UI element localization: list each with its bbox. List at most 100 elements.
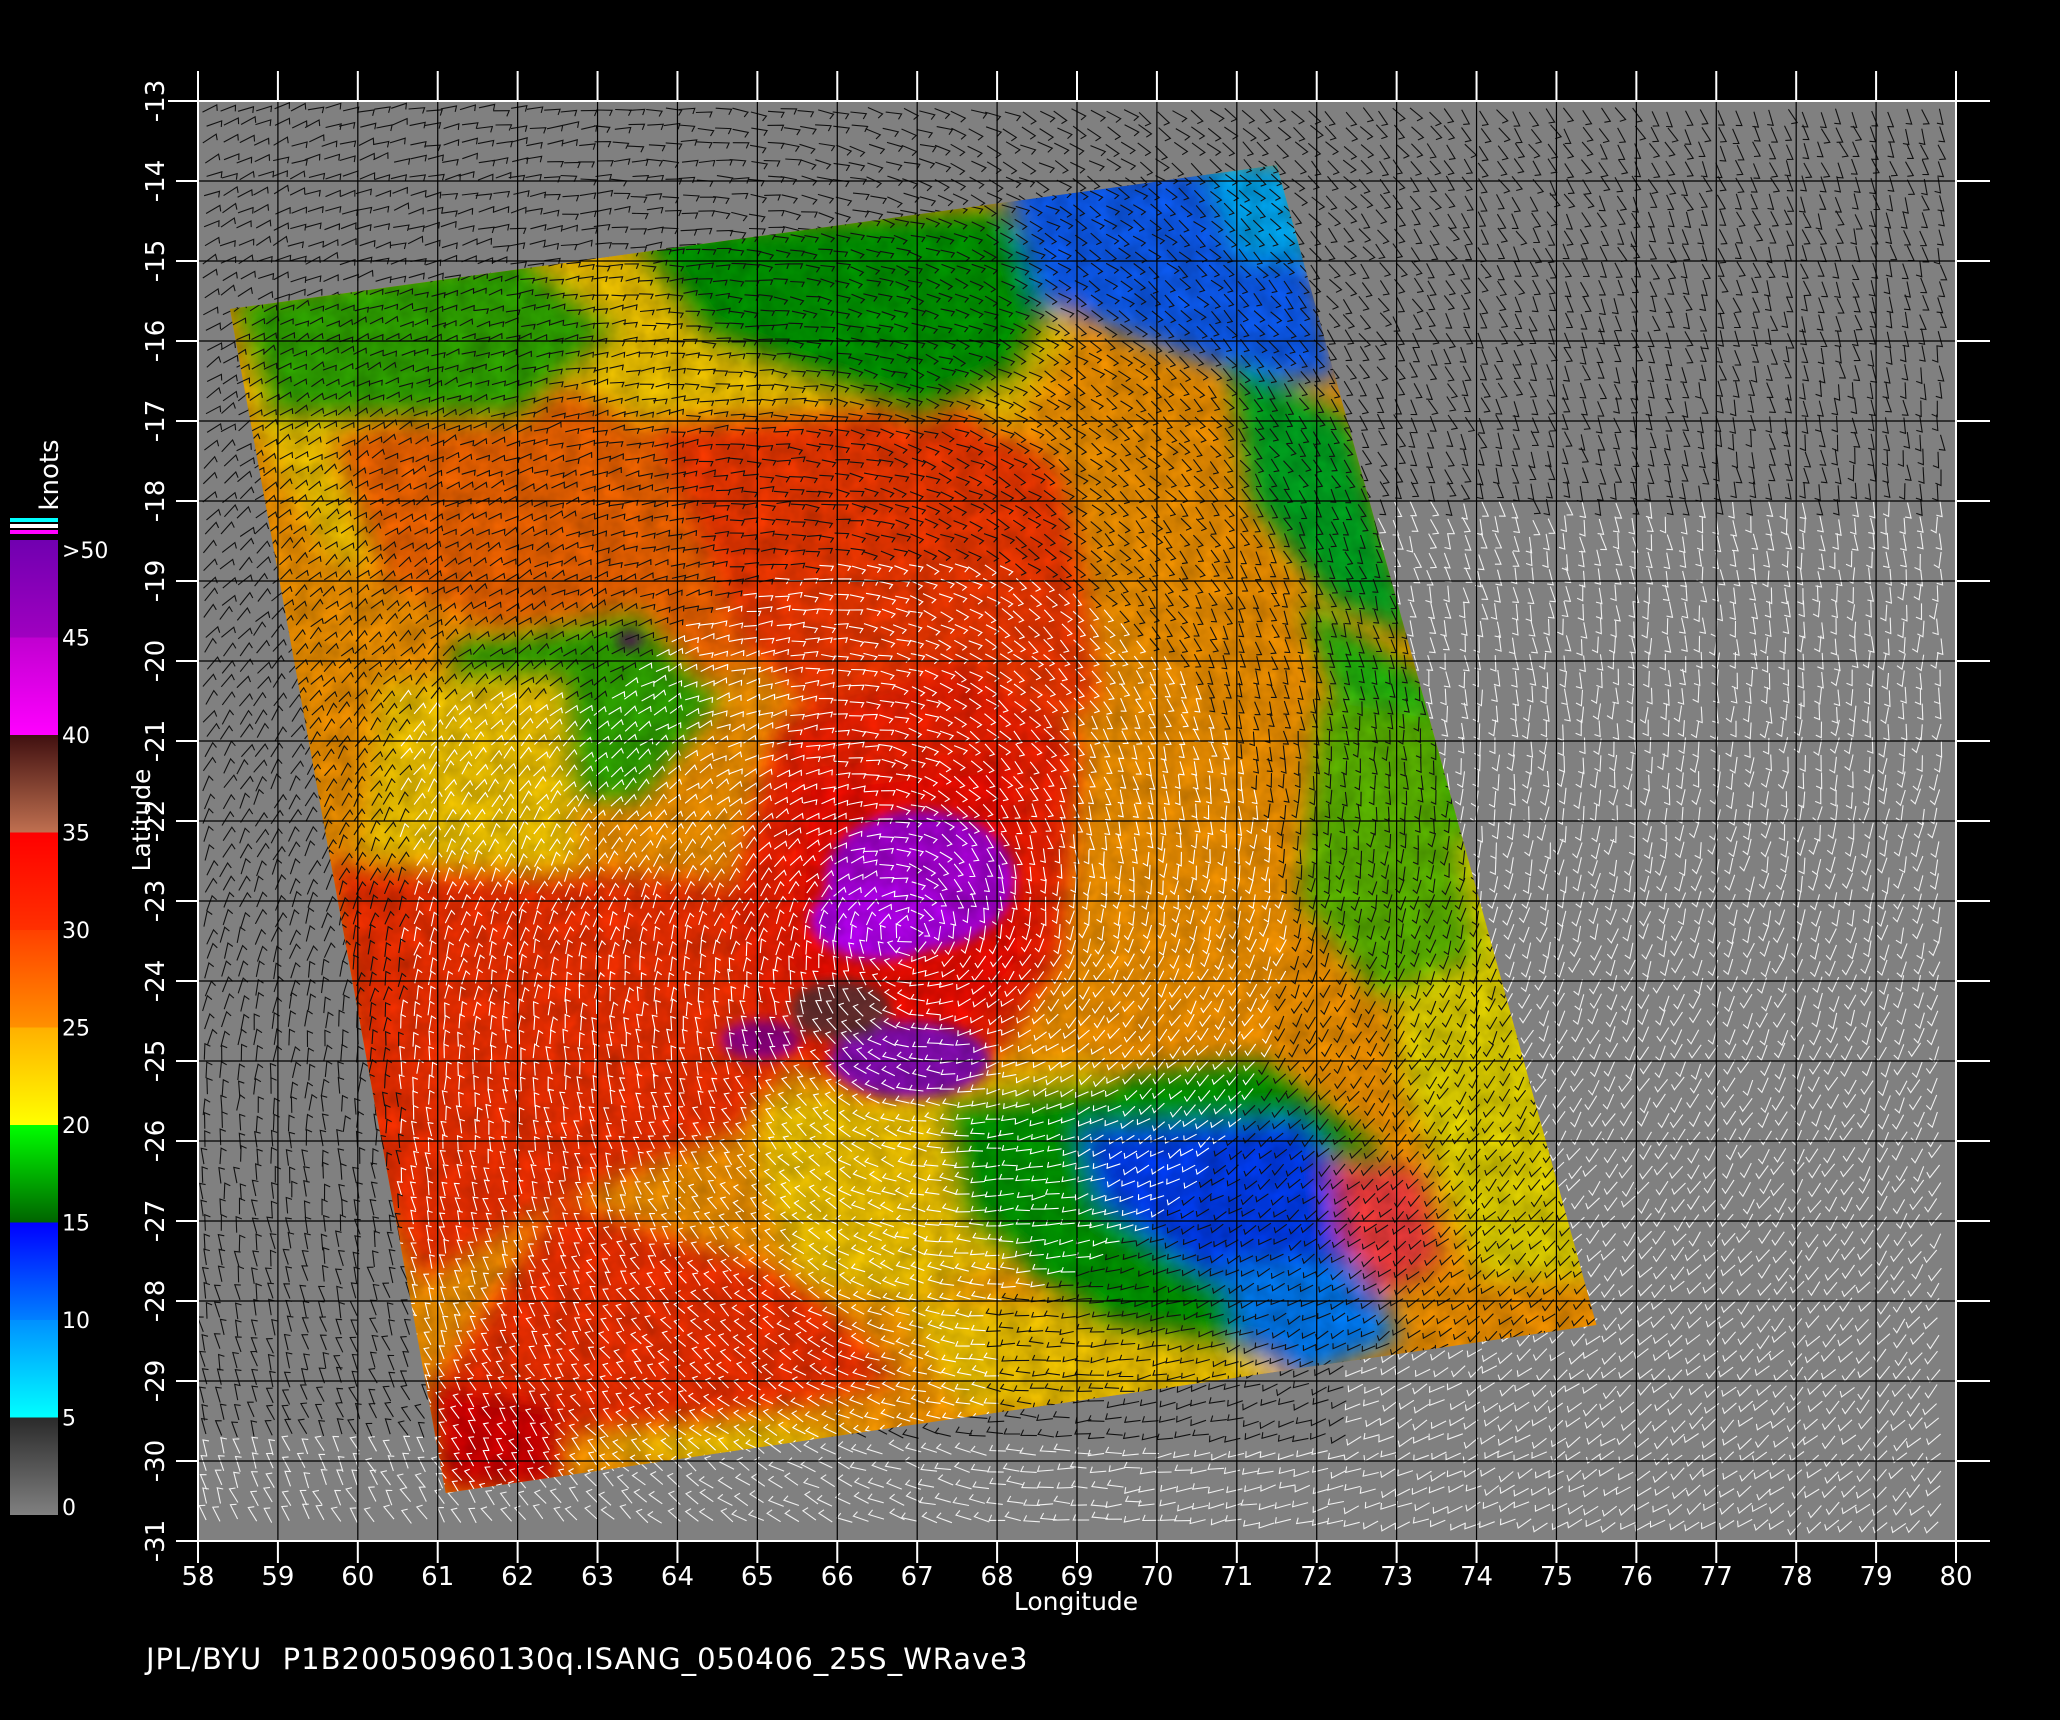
wind-barb (373, 151, 389, 161)
wind-barb (1752, 163, 1761, 179)
wind-barb (1699, 294, 1707, 312)
wind-barb (1598, 279, 1607, 296)
wind-barb (290, 276, 307, 283)
wind-barb (1583, 193, 1595, 209)
wind-barb (1882, 382, 1890, 399)
wind-barb (1651, 111, 1660, 127)
wind-barb (1853, 176, 1861, 193)
wind-barb (715, 127, 732, 135)
wind-barb (1938, 210, 1945, 227)
wind-barb (407, 235, 424, 245)
wind-barb (1630, 332, 1640, 349)
wind-barb (222, 202, 238, 214)
wind-barb (1547, 230, 1556, 246)
wind-barb (1685, 348, 1694, 364)
wind-barb (1087, 175, 1101, 190)
wind-barb (1883, 367, 1891, 384)
wind-barb (1902, 197, 1909, 214)
wind-barb (475, 193, 493, 200)
wind-barb (254, 153, 271, 163)
wind-barb (1598, 128, 1610, 144)
wind-barb (1020, 144, 1037, 155)
wind-barb (1546, 364, 1554, 380)
wind-barb (851, 124, 869, 133)
wind-barb (323, 274, 339, 283)
wind-barb (801, 211, 818, 218)
wind-barb (613, 192, 631, 200)
wind-barb (1358, 295, 1370, 311)
wind-barb (1868, 210, 1876, 228)
wind-barb (1378, 110, 1389, 127)
wind-barb (307, 106, 325, 114)
wind-barb (1443, 108, 1455, 124)
wind-barb (441, 242, 458, 250)
wind-barb (1836, 298, 1845, 314)
wind-barb (1562, 262, 1573, 278)
wind-barb (816, 176, 834, 186)
wind-barb (360, 122, 377, 130)
wind-barb (237, 286, 253, 297)
wind-barb (1939, 312, 1948, 328)
wind-barb (729, 159, 747, 167)
wind-barb (732, 107, 749, 118)
wind-barb (867, 162, 884, 173)
wind-barb (903, 107, 920, 121)
wind-barb (1598, 383, 1608, 400)
wind-barb (491, 157, 509, 164)
wind-barb (919, 110, 936, 120)
wind-barb (1601, 107, 1612, 123)
wind-barb (223, 354, 239, 364)
wind-barb (204, 287, 220, 299)
wind-barb (1426, 384, 1434, 400)
wind-barb (1479, 312, 1488, 329)
wind-barb (833, 125, 851, 134)
wind-barb (1750, 176, 1758, 193)
wind-barb (1931, 346, 1939, 363)
wind-barb (274, 293, 291, 301)
wind-barb (1343, 245, 1358, 260)
wind-barb (509, 227, 527, 235)
wind-barb (950, 162, 966, 176)
wind-barb (1344, 329, 1355, 345)
wind-barb (1532, 279, 1541, 296)
wind-barb (750, 144, 767, 154)
wind-barb (1801, 229, 1811, 245)
wind-barb (1820, 162, 1831, 178)
wind-barb (1938, 126, 1946, 143)
wind-barb (495, 171, 512, 179)
wind-barb (1901, 311, 1909, 329)
wind-barb (1651, 162, 1661, 179)
wind-barb (1631, 383, 1639, 401)
wind-barb (274, 101, 290, 110)
wind-barb (1342, 299, 1353, 315)
wind-barb (1528, 382, 1538, 398)
wind-barb (1700, 210, 1708, 227)
wind-barb (698, 159, 716, 167)
wind-barb (1002, 128, 1018, 142)
wind-barb (1850, 158, 1858, 175)
wind-barb (595, 242, 613, 249)
wind-barb (1513, 280, 1526, 296)
wind-barb (1443, 160, 1455, 176)
wind-barb (1426, 311, 1436, 328)
wind-barb (1815, 213, 1823, 230)
wind-barb (1498, 312, 1509, 328)
wind-barb (1497, 160, 1508, 177)
wind-barb (1395, 330, 1405, 346)
wind-barb (1411, 143, 1424, 158)
wind-barb (1719, 210, 1727, 226)
wind-barb (1936, 297, 1944, 314)
wind-barb (1461, 213, 1470, 229)
wind-barb (237, 189, 253, 198)
wind-barb (1209, 109, 1225, 123)
wind-barb (478, 103, 496, 111)
wind-barb (458, 225, 475, 232)
wind-barb (645, 241, 663, 249)
wind-barb (390, 174, 408, 181)
wind-barb (1545, 279, 1556, 295)
wind-barb (305, 275, 322, 283)
wind-barb (1919, 345, 1926, 362)
wind-barb (1717, 110, 1726, 126)
wind-barb (1833, 384, 1841, 401)
